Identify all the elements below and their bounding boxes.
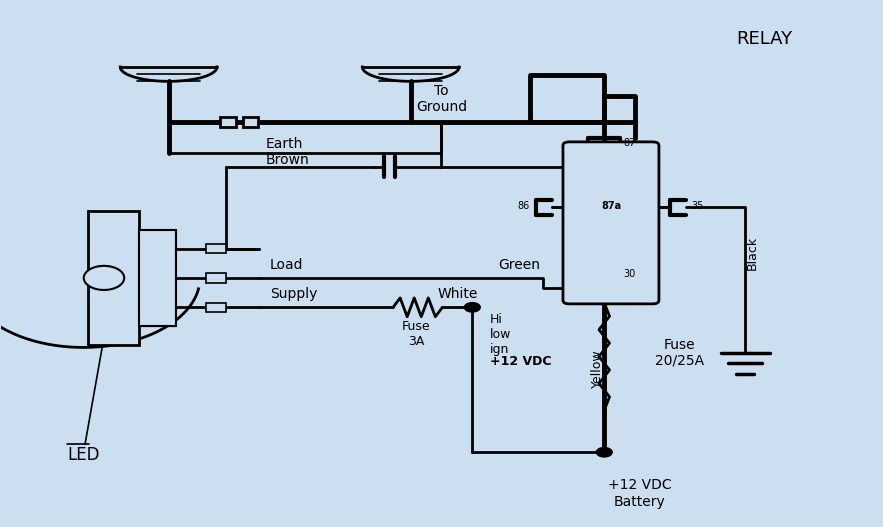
Circle shape: [464, 302, 480, 312]
Text: Supply: Supply: [270, 287, 317, 301]
Text: 86: 86: [517, 201, 530, 211]
Text: Hi
low
ign: Hi low ign: [490, 313, 511, 356]
Text: LED: LED: [67, 446, 100, 464]
Text: Green: Green: [499, 258, 540, 271]
Text: +12 VDC
Battery: +12 VDC Battery: [608, 479, 671, 509]
Text: To
Ground: To Ground: [416, 84, 467, 114]
FancyBboxPatch shape: [139, 230, 176, 326]
Circle shape: [596, 447, 612, 457]
Bar: [243, 117, 259, 126]
Text: White: White: [437, 287, 478, 301]
Text: 35: 35: [691, 201, 704, 211]
Text: 30: 30: [623, 269, 636, 279]
FancyBboxPatch shape: [87, 211, 139, 345]
Bar: [207, 244, 226, 253]
Text: Fuse
3A: Fuse 3A: [402, 320, 430, 348]
Text: RELAY: RELAY: [736, 30, 793, 48]
Text: Yellow: Yellow: [591, 349, 604, 388]
FancyBboxPatch shape: [563, 142, 659, 304]
Text: Fuse
20/25A: Fuse 20/25A: [654, 337, 704, 368]
Bar: [207, 302, 226, 312]
Text: Earth: Earth: [266, 137, 303, 151]
Text: Brown: Brown: [266, 152, 309, 167]
Text: +12 VDC: +12 VDC: [490, 355, 551, 367]
Bar: [207, 273, 226, 282]
Bar: [220, 117, 236, 126]
Text: Load: Load: [270, 258, 304, 271]
Text: Black: Black: [746, 236, 758, 270]
Text: 87: 87: [623, 138, 636, 148]
Circle shape: [84, 266, 125, 290]
Text: 87a: 87a: [601, 201, 621, 211]
